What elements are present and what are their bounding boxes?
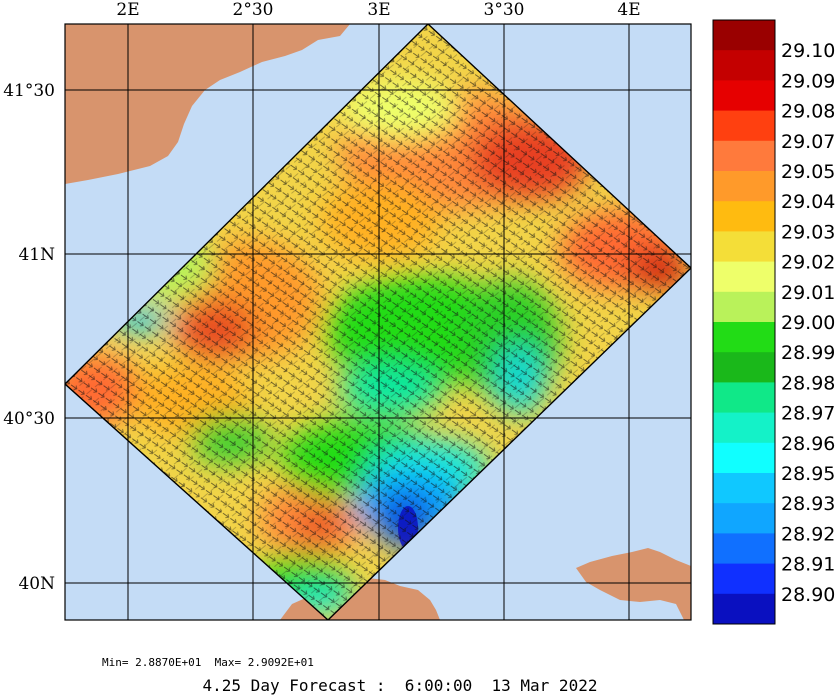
colorbar-label: 28.99 <box>781 342 835 364</box>
colorbar-label: 29.03 <box>781 221 835 243</box>
colorbar-label: 29.09 <box>781 70 835 92</box>
colorbar-label: 29.05 <box>781 161 835 183</box>
colorbar-swatch <box>713 593 775 625</box>
lon-label-2-30: 2°30 <box>233 0 274 20</box>
colorbar-swatch <box>713 382 775 414</box>
colorbar-swatch <box>713 50 775 81</box>
colorbar-label: 29.02 <box>781 252 835 274</box>
map-frame <box>64 23 692 621</box>
colorbar-swatch <box>713 110 775 142</box>
lat-label-41-30: 41°30 <box>3 81 55 101</box>
lat-label-40n: 40N <box>18 574 55 594</box>
colorbar-swatch <box>713 201 775 232</box>
colorbar-swatch <box>713 20 775 51</box>
colorbar-label: 28.96 <box>781 433 835 455</box>
colorbar: 29.10 29.09 29.08 29.07 29.05 29.04 29.03 29.02… <box>712 19 835 625</box>
lon-label-2e: 2E <box>116 0 139 20</box>
colorbar-label: 29.10 <box>781 40 835 62</box>
colorbar-label: 28.98 <box>781 372 835 394</box>
colorbar-swatch <box>713 261 775 293</box>
colorbar-label: 28.93 <box>781 493 835 515</box>
colorbar-label: 29.04 <box>781 191 835 213</box>
colorbar-label: 28.90 <box>781 584 835 606</box>
colorbar-swatch <box>713 442 775 474</box>
menorca-coast <box>576 548 691 620</box>
graticule <box>65 24 691 620</box>
colorbar-label: 28.92 <box>781 523 835 545</box>
lon-label-3e: 3E <box>367 0 390 20</box>
colorbar-swatch <box>713 473 775 504</box>
colorbar-swatch <box>713 80 775 112</box>
colorbar-swatch <box>713 503 775 534</box>
min-max-stats: Min= 2.8870E+01 Max= 2.9092E+01 <box>102 656 314 669</box>
colorbar-swatch <box>713 533 775 565</box>
colorbar-swatch <box>713 563 775 595</box>
colorbar-swatch <box>713 140 775 172</box>
colorbar-label: 29.07 <box>781 131 835 153</box>
domain-outline <box>65 24 691 620</box>
lat-label-41n: 41N <box>18 245 55 265</box>
colorbar-label: 29.00 <box>781 312 835 334</box>
colorbar-outline <box>712 19 776 625</box>
colorbar-swatch <box>713 291 775 323</box>
colorbar-swatch <box>713 412 775 444</box>
lon-label-4e: 4E <box>617 0 640 20</box>
colorbar-swatch <box>713 322 775 353</box>
colorbar-label: 28.91 <box>781 554 835 576</box>
mainland-coast <box>65 24 350 184</box>
lon-label-3-30: 3°30 <box>484 0 525 20</box>
colorbar-swatch <box>713 231 775 263</box>
colorbar-label: 28.97 <box>781 403 835 425</box>
lat-label-40-30: 40°30 <box>3 409 55 429</box>
colorbar-label: 28.95 <box>781 463 835 485</box>
colorbar-swatch <box>713 171 775 202</box>
colorbar-label: 29.08 <box>781 101 835 123</box>
colorbar-swatch <box>713 352 775 383</box>
forecast-footer: 4.25 Day Forecast : 6:00:00 13 Mar 2022 <box>202 676 598 695</box>
colorbar-label: 29.01 <box>781 282 835 304</box>
